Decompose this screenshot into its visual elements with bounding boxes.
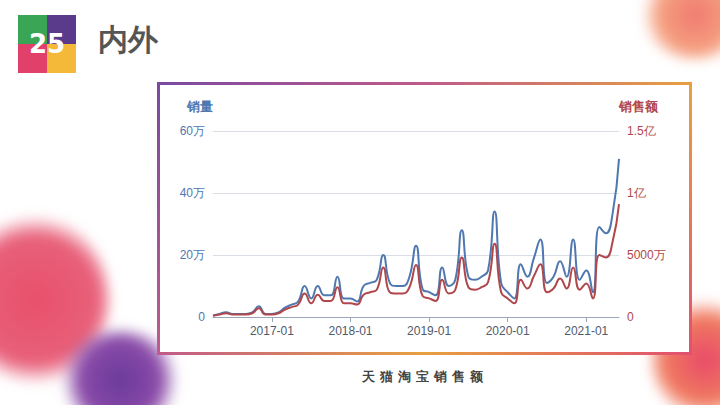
svg-text:5000万: 5000万 [627,248,666,262]
svg-text:60万: 60万 [180,124,205,138]
html-text:天猫淘宝销售额: 天猫淘宝销售额 [361,369,488,384]
svg-text:2020-01: 2020-01 [486,324,530,338]
svg-text:0: 0 [627,310,634,324]
svg-text:销量: 销量 [186,99,213,114]
svg-text:20万: 20万 [180,248,205,262]
svg-text:2017-01: 2017-01 [250,324,294,338]
svg-text:0: 0 [198,310,205,324]
svg-text:2021-01: 2021-01 [564,324,608,338]
html-text:内外: 内外 [98,22,158,57]
svg-text:1.5亿: 1.5亿 [627,124,656,138]
html-text:25: 25 [28,29,66,59]
svg-text:2018-01: 2018-01 [328,324,372,338]
svg-text:2019-01: 2019-01 [407,324,451,338]
svg-text:销售额: 销售额 [618,99,659,114]
svg-text:40万: 40万 [180,186,205,200]
svg-text:1亿: 1亿 [627,186,646,200]
